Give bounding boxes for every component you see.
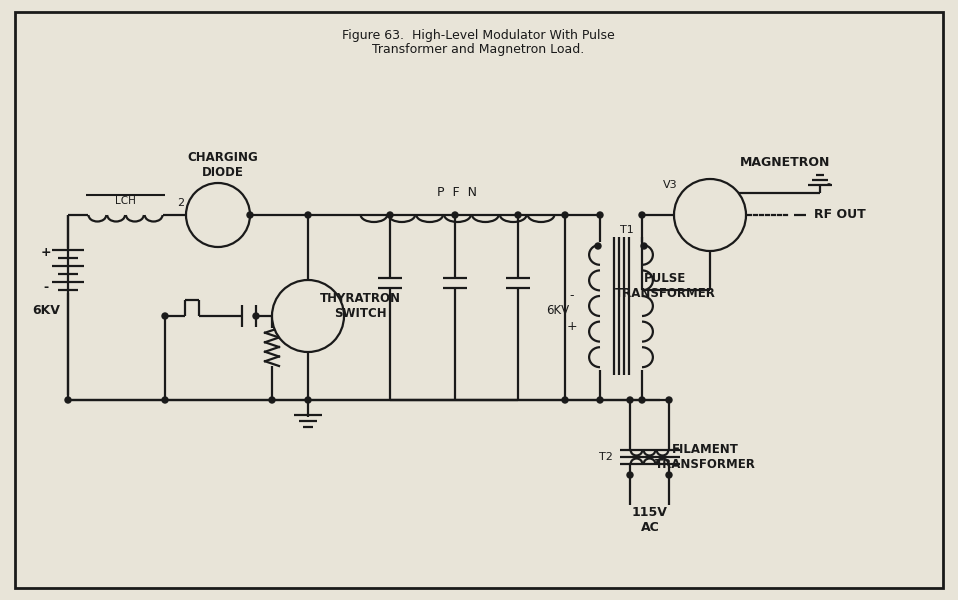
Text: 2: 2 xyxy=(177,198,184,208)
Text: THYRATRON
SWITCH: THYRATRON SWITCH xyxy=(320,292,400,320)
Circle shape xyxy=(562,212,568,218)
Text: Figure 63.  High-Level Modulator With Pulse: Figure 63. High-Level Modulator With Pul… xyxy=(342,28,614,41)
Circle shape xyxy=(162,313,168,319)
Text: PULSE
TRANSFORMER: PULSE TRANSFORMER xyxy=(615,272,716,300)
Circle shape xyxy=(562,397,568,403)
Circle shape xyxy=(162,397,168,403)
Text: T2: T2 xyxy=(599,452,613,462)
Text: CHARGING
DIODE: CHARGING DIODE xyxy=(188,151,259,179)
Circle shape xyxy=(305,397,311,403)
Circle shape xyxy=(627,472,633,478)
Circle shape xyxy=(269,397,275,403)
Text: FILAMENT
TRANSFORMER: FILAMENT TRANSFORMER xyxy=(654,443,756,471)
Circle shape xyxy=(639,212,645,218)
Circle shape xyxy=(186,183,250,247)
Circle shape xyxy=(387,212,393,218)
Circle shape xyxy=(272,280,344,352)
Circle shape xyxy=(597,212,603,218)
Circle shape xyxy=(305,212,311,218)
Circle shape xyxy=(515,212,521,218)
Circle shape xyxy=(65,397,71,403)
Circle shape xyxy=(597,397,603,403)
Text: LCH: LCH xyxy=(115,196,136,206)
Circle shape xyxy=(627,397,633,403)
Text: Transformer and Magnetron Load.: Transformer and Magnetron Load. xyxy=(372,43,584,56)
Text: MAGNETRON: MAGNETRON xyxy=(740,157,831,169)
Text: T1: T1 xyxy=(620,225,634,235)
Text: -: - xyxy=(43,281,49,295)
Circle shape xyxy=(639,397,645,403)
Text: +: + xyxy=(40,247,52,259)
Circle shape xyxy=(247,212,253,218)
Text: 6KV: 6KV xyxy=(32,304,60,317)
Text: +: + xyxy=(567,319,578,332)
Circle shape xyxy=(666,397,672,403)
Text: V3: V3 xyxy=(663,180,677,190)
Text: 6KV: 6KV xyxy=(546,304,570,317)
Text: -: - xyxy=(826,178,830,188)
Text: P  F  N: P F N xyxy=(437,187,477,199)
Text: -: - xyxy=(570,289,574,302)
Text: 115V
AC: 115V AC xyxy=(632,506,668,534)
Circle shape xyxy=(666,472,672,478)
Circle shape xyxy=(452,212,458,218)
Circle shape xyxy=(595,243,601,249)
Circle shape xyxy=(674,179,746,251)
Circle shape xyxy=(641,243,647,249)
Text: RF OUT: RF OUT xyxy=(814,208,866,221)
Circle shape xyxy=(253,313,259,319)
